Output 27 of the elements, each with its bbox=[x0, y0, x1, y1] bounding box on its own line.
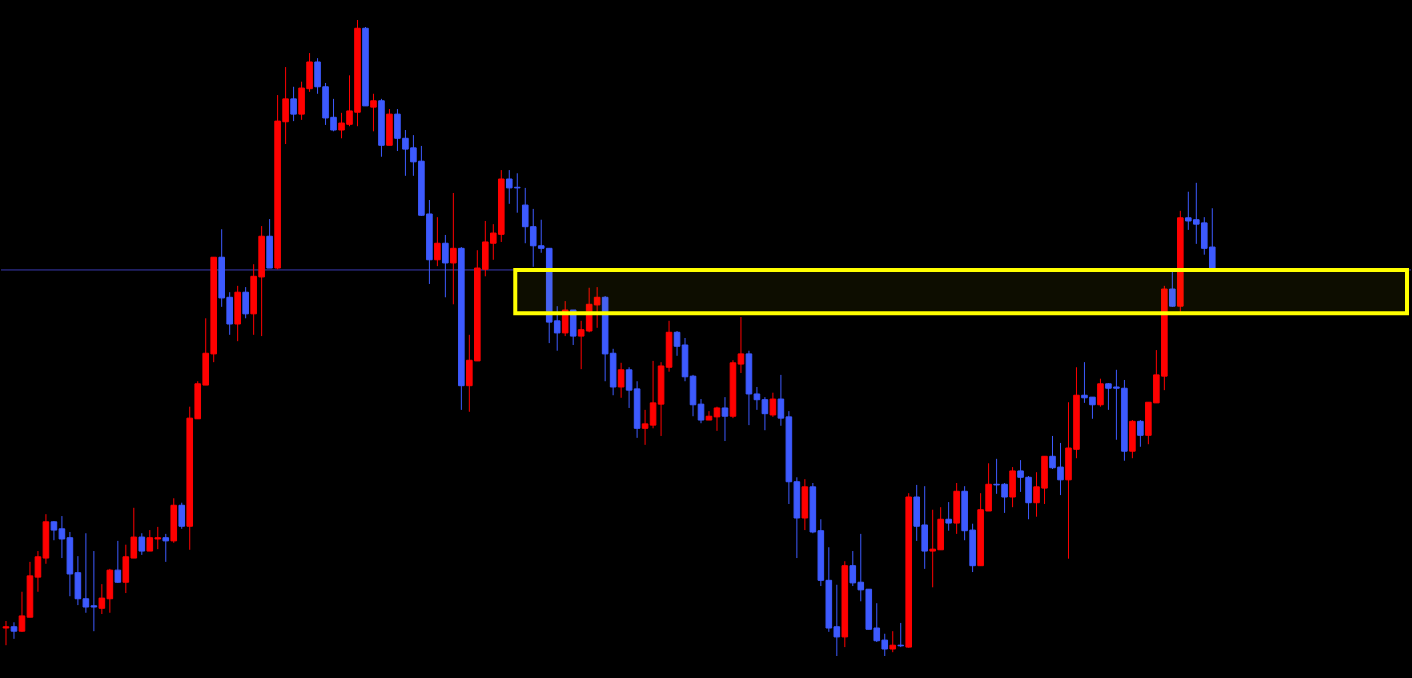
candlestick bbox=[1097, 378, 1104, 408]
candlestick bbox=[370, 93, 377, 132]
candlestick bbox=[1169, 270, 1176, 308]
candlestick bbox=[721, 396, 729, 442]
candlestick bbox=[18, 591, 26, 633]
candlestick bbox=[290, 86, 297, 122]
candlestick bbox=[450, 192, 457, 305]
candlestick bbox=[114, 540, 122, 584]
candlestick bbox=[697, 398, 705, 424]
candlestick bbox=[705, 410, 713, 421]
candlestick bbox=[889, 630, 897, 653]
candlestick bbox=[242, 286, 249, 319]
candlestick bbox=[178, 502, 186, 530]
candlestick bbox=[2, 620, 10, 646]
candlestick bbox=[1137, 419, 1144, 448]
candlestick bbox=[769, 392, 777, 418]
candlestick bbox=[561, 300, 569, 337]
candlestick bbox=[617, 362, 625, 399]
candlestick bbox=[713, 406, 721, 432]
candlestick bbox=[10, 621, 18, 640]
candlestick bbox=[162, 533, 170, 563]
candlestick bbox=[945, 501, 952, 532]
candlestick bbox=[737, 316, 745, 374]
candlestick bbox=[434, 216, 441, 267]
candlestick bbox=[442, 234, 449, 298]
candlestick bbox=[673, 330, 681, 357]
candlestick bbox=[138, 532, 146, 556]
